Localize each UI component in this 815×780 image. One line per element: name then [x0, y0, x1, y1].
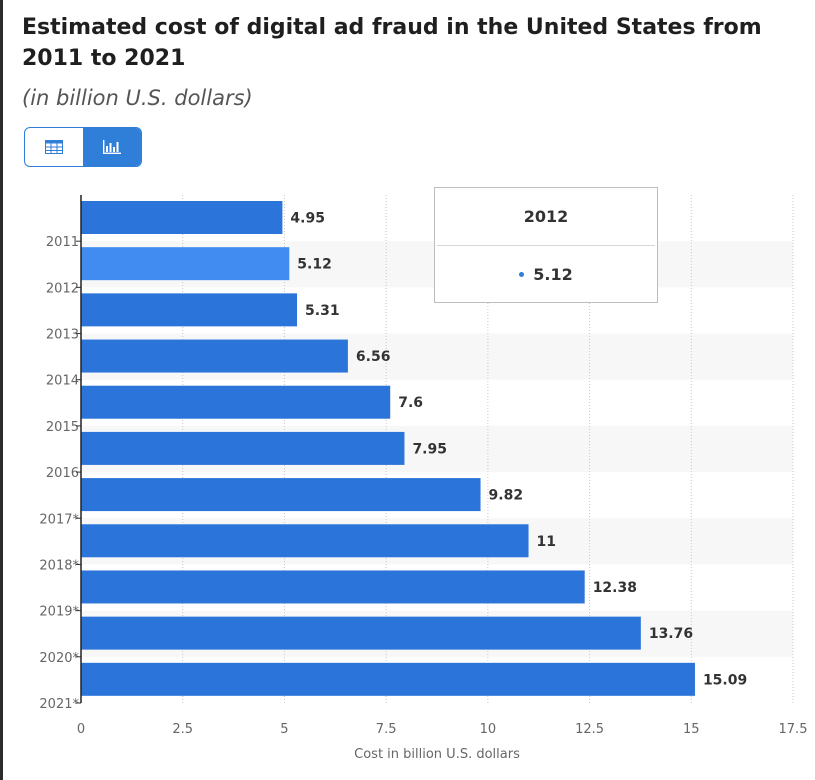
bar-value-label: 12.38: [593, 580, 637, 596]
bar-chart-icon: [103, 140, 121, 154]
bar: [81, 662, 695, 696]
category-label: 2013: [46, 328, 79, 343]
category-label: 2012: [46, 281, 79, 296]
category-label: 2018*: [39, 558, 79, 573]
series-dot-icon: [519, 272, 525, 277]
x-tick-label: 7.5: [376, 722, 397, 737]
bar-value-label: 6.56: [356, 349, 391, 365]
category-label: 2017*: [39, 512, 79, 527]
bar: [81, 293, 298, 327]
bar-value-label: 11: [537, 534, 556, 550]
bar-value-label: 5.31: [305, 303, 340, 319]
bar: [81, 570, 585, 604]
data-tooltip: 2012 5.12: [434, 187, 658, 303]
bar-value-label: 15.09: [703, 672, 747, 688]
x-tick-label: 0: [77, 722, 85, 737]
bar: [81, 385, 391, 419]
category-label: 2021*: [39, 697, 79, 712]
tooltip-body: 5.12: [435, 246, 657, 303]
bar-value-label: 7.6: [398, 395, 423, 411]
bar: [81, 431, 405, 465]
x-axis-title: Cost in billion U.S. dollars: [354, 747, 520, 762]
tooltip-header: 2012: [437, 188, 655, 246]
window-edge: [0, 0, 3, 780]
bar-value-label: 5.12: [297, 257, 332, 273]
bar: [81, 201, 283, 234]
tooltip-value: 5.12: [533, 265, 573, 284]
x-tick-label: 17.5: [779, 722, 808, 737]
view-toggle: [24, 127, 142, 167]
bar: [81, 524, 529, 558]
x-tick-label: 2.5: [172, 722, 193, 737]
x-tick-label: 5: [280, 722, 288, 737]
bar: [81, 478, 481, 512]
bar-value-label: 9.82: [489, 488, 524, 504]
category-label: 2020*: [39, 651, 79, 666]
category-label: 2014: [46, 374, 79, 389]
category-label: 2011: [46, 235, 79, 250]
category-label: 2016: [46, 466, 79, 481]
category-label: 2019*: [39, 605, 79, 620]
bar-value-label: 7.95: [412, 441, 447, 457]
category-label: 2015: [46, 420, 79, 435]
x-tick-label: 12.5: [575, 722, 604, 737]
table-view-button[interactable]: [25, 128, 83, 166]
bar-value-label: 4.95: [290, 211, 325, 227]
chart-title: Estimated cost of digital ad fraud in th…: [22, 15, 762, 71]
chart-view-button[interactable]: [83, 128, 141, 166]
x-tick-label: 10: [480, 722, 497, 737]
x-tick-label: 15: [683, 722, 700, 737]
bar-value-label: 13.76: [649, 626, 693, 642]
bar: [81, 339, 348, 373]
chart-subtitle: (in billion U.S. dollars): [22, 86, 253, 110]
table-icon: [45, 140, 63, 154]
bar: [81, 616, 641, 650]
bar: [81, 247, 290, 281]
